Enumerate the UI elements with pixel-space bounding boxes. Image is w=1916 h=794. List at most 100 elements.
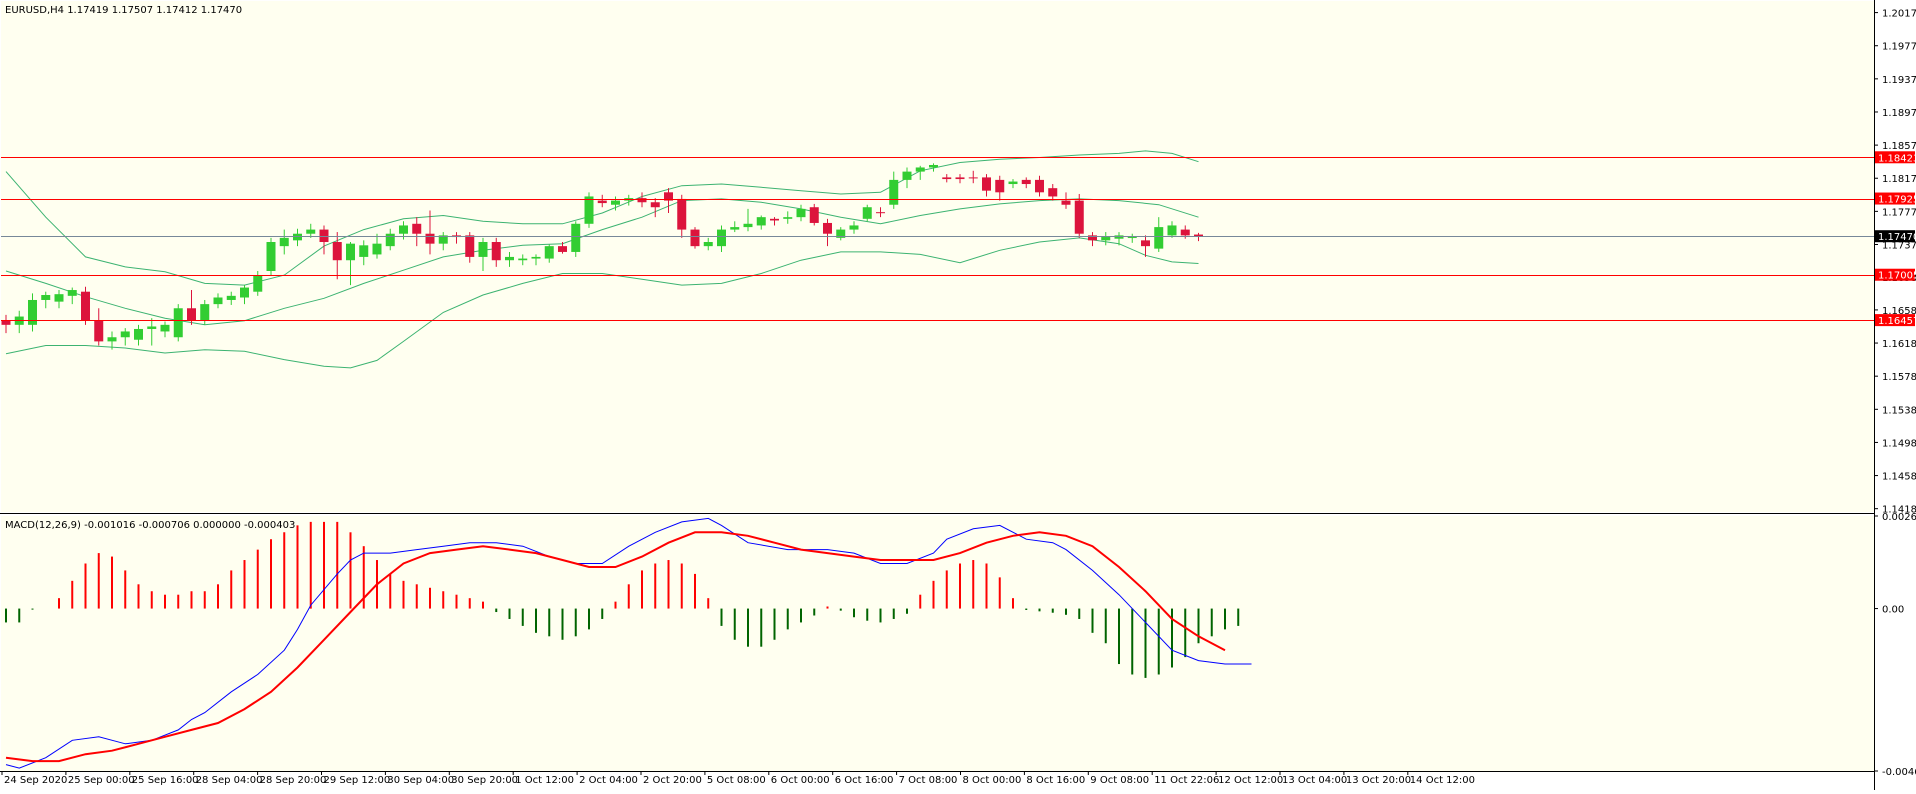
candle: [1127, 233, 1137, 243]
candle: [1101, 232, 1111, 246]
time-tick-label: 2 Oct 20:00: [643, 775, 702, 786]
candle: [332, 232, 342, 280]
candle-body: [690, 229, 700, 247]
candle: [240, 285, 249, 305]
candle: [1008, 179, 1018, 189]
candle: [120, 328, 130, 346]
time-tick-label: 28 Sep 20:00: [260, 775, 327, 786]
macd-lines: [5, 517, 1252, 769]
price-tick-label: 1.18170: [1882, 174, 1916, 185]
candle-body: [1114, 235, 1124, 239]
candle: [558, 242, 567, 254]
price-panel-header: EURUSD,H4 1.17419 1.17507 1.17412 1.1747…: [5, 5, 242, 16]
time-tick-label: 1 Oct 12:00: [515, 775, 574, 786]
time-tick-label: 12 Oct 12:00: [1218, 775, 1283, 786]
candle-body: [597, 200, 607, 204]
time-tick-label: 5 Oct 08:00: [707, 775, 766, 786]
candle-body: [968, 177, 978, 179]
candle: [478, 237, 488, 271]
macd-axis: 0.00267 0.00 -0.004685: [1874, 512, 1916, 778]
candle: [518, 254, 528, 266]
candle-body: [823, 222, 832, 234]
candle: [876, 207, 885, 218]
candle-body: [478, 242, 488, 257]
price-panel[interactable]: [1, 1, 1874, 512]
price-tick-label: 1.14580: [1882, 472, 1916, 483]
candle: [770, 217, 779, 226]
candle: [346, 242, 355, 286]
candle-body: [465, 235, 475, 257]
candle: [81, 286, 90, 325]
price-tick-label: 1.18970: [1882, 108, 1916, 119]
candle-body: [770, 218, 779, 221]
candlestick-series: [1, 163, 1203, 350]
macd-signal-line: [5, 531, 1226, 763]
candle: [995, 175, 1005, 201]
candle-body: [28, 299, 37, 325]
candle: [796, 204, 806, 222]
candle: [372, 233, 382, 259]
candle-body: [253, 275, 263, 292]
macd-panel[interactable]: [1, 516, 1874, 771]
candle: [571, 221, 581, 257]
candle-body: [120, 331, 130, 338]
time-tick-label: 7 Oct 08:00: [899, 775, 958, 786]
time-tick-label: 25 Sep 16:00: [132, 775, 199, 786]
candle-body: [982, 177, 991, 191]
price-tick-label: 1.14180: [1882, 505, 1916, 516]
price-tick-label: 1.19370: [1882, 75, 1916, 86]
candle-body: [518, 258, 528, 261]
candle: [968, 170, 978, 184]
candle-body: [1088, 235, 1097, 241]
price-tick-label: 1.15380: [1882, 405, 1916, 416]
time-tick-label: 13 Oct 04:00: [1282, 775, 1347, 786]
candle: [611, 196, 620, 211]
time-tick-label: 6 Oct 16:00: [835, 775, 894, 786]
candle-body: [107, 337, 117, 342]
candle: [293, 228, 302, 247]
level-price-tag: [1875, 314, 1915, 327]
candle-body: [571, 223, 581, 252]
candle: [955, 174, 965, 184]
candle-body: [942, 177, 952, 180]
candle-body: [279, 237, 289, 247]
candle-body: [809, 207, 819, 223]
candle-body: [1194, 234, 1203, 237]
candle: [823, 218, 832, 247]
candle: [743, 208, 753, 232]
candle: [1, 314, 11, 334]
price-axis: 1.20170 1.19770 1.19370 1.18970 1.18570 1.181…: [1874, 0, 1916, 790]
candle: [359, 240, 369, 266]
candle-body: [359, 245, 369, 257]
candle-body: [836, 229, 846, 238]
candle-body: [637, 198, 647, 203]
macd-tick-label: 0.00267: [1882, 512, 1916, 523]
candle-body: [650, 202, 660, 208]
candle: [465, 232, 475, 263]
candle: [889, 171, 899, 209]
candle-body: [929, 164, 938, 168]
candle: [173, 304, 183, 342]
candle: [306, 223, 316, 238]
candle: [902, 167, 912, 189]
time-tick-label: 30 Sep 04:00: [387, 775, 454, 786]
time-tick-label: 29 Sep 12:00: [324, 775, 391, 786]
candle-body: [372, 243, 382, 255]
price-tick-label: 1.15780: [1882, 372, 1916, 383]
level-price-tag: [1875, 192, 1915, 205]
time-tick-label: 28 Sep 04:00: [196, 775, 263, 786]
candle-body: [412, 223, 422, 234]
macd-histogram: [5, 521, 1240, 678]
candle-body: [1101, 237, 1111, 241]
candle-body: [862, 207, 872, 219]
candle-body: [955, 177, 965, 180]
candle: [147, 318, 157, 346]
candle-body: [915, 167, 925, 172]
candle-body: [1021, 179, 1031, 185]
time-tick-label: 9 Oct 08:00: [1090, 775, 1149, 786]
time-tick-label: 25 Sep 00:00: [68, 775, 135, 786]
candle-body: [67, 290, 77, 296]
candle-body: [902, 171, 912, 180]
